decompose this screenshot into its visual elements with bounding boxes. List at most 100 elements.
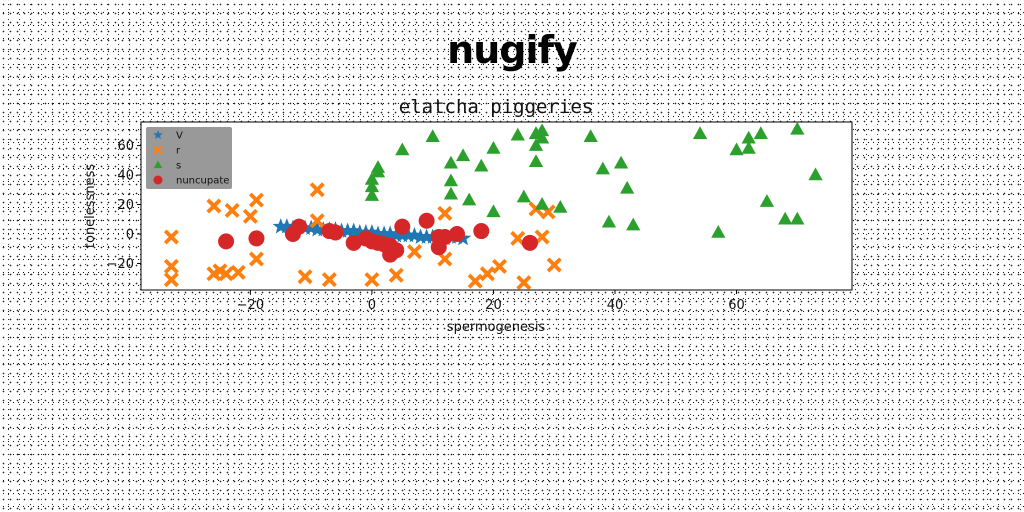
y-tick-label: 60 bbox=[117, 139, 134, 154]
legend-label: r bbox=[176, 146, 181, 157]
data-point-triangle bbox=[729, 142, 744, 156]
legend-label: nuncupate bbox=[176, 176, 229, 187]
data-point-star bbox=[412, 228, 429, 244]
data-point-x bbox=[218, 266, 234, 282]
data-point-x bbox=[206, 198, 222, 214]
y-tick-label: 40 bbox=[117, 169, 134, 184]
data-point-triangle bbox=[790, 211, 805, 225]
data-point-x bbox=[516, 275, 532, 291]
data-point-circle bbox=[394, 218, 411, 235]
data-point-star bbox=[394, 226, 411, 243]
data-point-triangle bbox=[626, 217, 641, 231]
data-point-x bbox=[492, 258, 508, 274]
data-point-star bbox=[309, 221, 326, 237]
data-point-circle bbox=[388, 242, 405, 259]
data-point-x bbox=[224, 202, 240, 218]
legend-label: V bbox=[176, 131, 183, 142]
data-point-triangle bbox=[510, 127, 525, 141]
data-point-triangle bbox=[759, 194, 775, 207]
legend-marker-circle bbox=[153, 175, 163, 185]
data-point-star bbox=[369, 225, 387, 241]
data-point-star bbox=[375, 225, 393, 241]
data-point-x bbox=[248, 192, 264, 208]
data-point-triangle bbox=[364, 171, 380, 185]
y-tick-label: 0 bbox=[126, 228, 134, 243]
data-point-triangle bbox=[790, 121, 805, 135]
data-point-triangle bbox=[778, 211, 793, 225]
data-point-star bbox=[339, 222, 356, 238]
x-tick-label: 60 bbox=[728, 298, 745, 313]
data-point-triangle bbox=[395, 142, 410, 156]
data-point-x bbox=[242, 208, 258, 224]
data-point-triangle bbox=[528, 138, 544, 151]
data-point-triangle bbox=[462, 192, 477, 206]
legend-marker-triangle bbox=[153, 160, 163, 169]
data-point-x bbox=[309, 182, 325, 198]
figure-suptitle: nugify bbox=[447, 28, 578, 72]
data-point-x bbox=[297, 269, 313, 285]
data-point-triangle bbox=[443, 186, 459, 200]
data-point-triangle bbox=[486, 204, 501, 218]
data-point-star bbox=[272, 218, 289, 234]
data-point-triangle bbox=[808, 167, 823, 181]
data-point-x bbox=[230, 264, 246, 280]
data-point-x bbox=[437, 205, 453, 221]
data-point-triangle bbox=[364, 188, 380, 201]
data-point-circle bbox=[473, 223, 490, 240]
data-point-triangle bbox=[516, 189, 531, 203]
data-point-circle bbox=[248, 230, 265, 247]
data-point-x bbox=[163, 258, 179, 274]
data-point-x bbox=[388, 267, 404, 283]
data-point-circle bbox=[291, 218, 307, 235]
y-tick-label: −20 bbox=[107, 257, 134, 272]
data-point-triangle bbox=[741, 141, 756, 154]
data-point-circle bbox=[345, 234, 362, 251]
data-point-triangle bbox=[741, 130, 756, 144]
data-point-triangle bbox=[455, 148, 471, 162]
data-point-circle bbox=[218, 233, 235, 250]
data-point-triangle bbox=[601, 214, 617, 228]
data-point-triangle bbox=[553, 199, 568, 213]
x-tick-label: 0 bbox=[368, 298, 376, 313]
data-point-triangle bbox=[613, 155, 629, 169]
data-point-x bbox=[510, 230, 526, 246]
legend: Vrs nuncupate bbox=[146, 127, 232, 189]
y-tick-label: 20 bbox=[117, 198, 134, 213]
data-point-triangle bbox=[370, 160, 386, 173]
data-point-x bbox=[546, 257, 562, 273]
y-axis-label: tonelessness bbox=[83, 164, 98, 248]
x-tick-label: −20 bbox=[237, 298, 264, 313]
data-point-triangle bbox=[486, 141, 501, 154]
data-point-triangle bbox=[474, 158, 489, 172]
data-point-triangle bbox=[534, 123, 550, 137]
legend-label: s bbox=[176, 161, 181, 172]
data-point-x bbox=[163, 272, 179, 288]
data-point-star bbox=[400, 226, 417, 243]
legend-marker-x bbox=[153, 145, 163, 155]
data-point-triangle bbox=[528, 154, 544, 168]
data-point-triangle bbox=[595, 161, 610, 175]
data-point-triangle bbox=[711, 225, 726, 238]
data-point-triangle bbox=[443, 173, 459, 187]
data-point-x bbox=[364, 272, 380, 288]
data-point-circle bbox=[436, 228, 453, 245]
data-point-circle bbox=[327, 224, 344, 241]
data-point-triangle bbox=[364, 179, 380, 193]
data-point-triangle bbox=[425, 129, 440, 142]
data-point-circle bbox=[449, 226, 465, 242]
legend-box bbox=[146, 127, 232, 189]
x-axis-label: spermogenesis bbox=[447, 320, 546, 335]
data-point-triangle bbox=[753, 126, 768, 140]
data-point-triangle bbox=[692, 126, 708, 140]
data-point-x bbox=[406, 244, 422, 260]
x-tick-label: 20 bbox=[485, 298, 502, 313]
data-point-x bbox=[437, 251, 453, 267]
data-point-triangle bbox=[443, 155, 459, 169]
data-point-x bbox=[467, 273, 483, 289]
x-tick-label: 40 bbox=[607, 298, 624, 313]
data-point-x bbox=[309, 213, 325, 229]
data-point-circle bbox=[521, 234, 538, 251]
data-point-star bbox=[388, 226, 405, 243]
data-point-x bbox=[479, 266, 495, 282]
